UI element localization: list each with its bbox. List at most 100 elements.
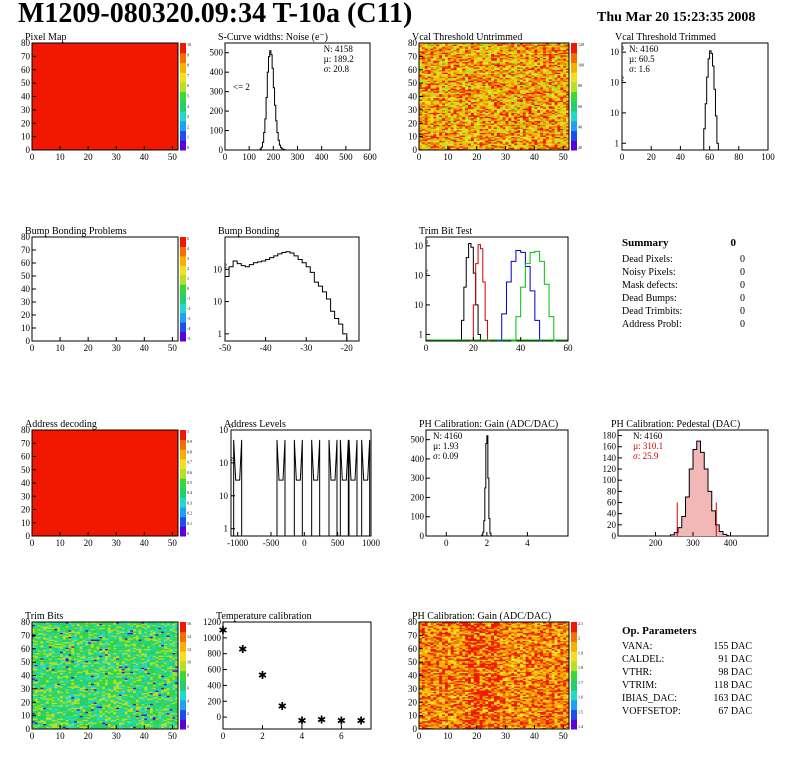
heatmap-cell <box>545 91 550 93</box>
heatmap-cell <box>43 660 47 663</box>
heatmap-cell <box>508 51 512 53</box>
heatmap-cell <box>499 129 503 132</box>
heatmap-cell <box>508 145 512 148</box>
heatmap-cell <box>444 148 449 151</box>
heatmap-cell <box>439 127 443 129</box>
heatmap-cell <box>479 115 483 117</box>
heatmap-cell <box>459 117 463 120</box>
heatmap-cell <box>430 117 434 120</box>
heatmap-cell <box>534 121 538 124</box>
heatmap-cell <box>534 60 538 63</box>
heatmap-cell <box>491 83 495 85</box>
heatmap-cell <box>511 56 515 59</box>
heatmap-cell <box>543 139 547 141</box>
heatmap-cell <box>551 97 555 100</box>
heatmap-cell <box>494 93 498 96</box>
heatmap-cell <box>427 45 431 48</box>
heatmap-cell <box>548 72 552 75</box>
heatmap-cell <box>543 148 547 151</box>
heatmap-cell <box>528 44 532 46</box>
heatmap-cell <box>540 69 544 72</box>
heatmap-cell <box>470 113 475 116</box>
heatmap-cell <box>534 103 538 105</box>
heatmap-cell <box>508 45 512 48</box>
heatmap-cell <box>470 45 475 48</box>
heatmap-cell <box>525 101 529 104</box>
heatmap-cell <box>488 119 492 121</box>
heatmap-cell <box>499 97 503 100</box>
heatmap-cell <box>551 87 555 89</box>
heatmap-cell <box>563 127 567 129</box>
heatmap-cell <box>479 57 483 60</box>
heatmap-cell <box>566 79 570 81</box>
heatmap-cell <box>525 131 529 133</box>
heatmap-cell <box>551 80 555 83</box>
heatmap-cell <box>491 119 495 121</box>
x-tick-label: -30 <box>300 343 312 353</box>
heatmap-cell <box>499 116 503 119</box>
heatmap-cell <box>482 143 486 145</box>
heatmap-cell <box>456 65 460 68</box>
heatmap-cell <box>456 96 460 99</box>
heatmap-cell <box>468 87 472 89</box>
histogram-series <box>470 244 490 342</box>
heatmap-cell <box>444 99 449 101</box>
heatmap-cell <box>528 127 532 129</box>
heatmap-cell <box>476 103 480 105</box>
heatmap-cell <box>421 80 426 83</box>
heatmap-cell <box>488 77 492 80</box>
heatmap-cell <box>456 87 460 89</box>
heatmap-cell <box>545 141 550 144</box>
heatmap-cell <box>545 63 550 65</box>
heatmap-cell <box>494 104 498 107</box>
heatmap-cell <box>496 57 501 60</box>
heatmap-cell <box>531 77 535 80</box>
heatmap-cell <box>482 51 486 53</box>
heatmap-cell <box>563 124 567 127</box>
heatmap-cell <box>439 67 443 69</box>
heatmap-cell <box>465 145 469 148</box>
heatmap-cell <box>436 73 440 76</box>
heatmap-cell <box>534 43 538 45</box>
heatmap-cell <box>525 104 529 107</box>
heatmap-cell <box>456 133 460 136</box>
heatmap-cell <box>450 60 454 63</box>
heatmap-cell <box>511 45 515 48</box>
heatmap-cell <box>496 101 501 104</box>
heatmap-cell <box>476 57 480 60</box>
heatmap-cell <box>43 683 47 686</box>
heatmap-cell <box>424 112 428 115</box>
heatmap-cell <box>563 131 567 133</box>
heatmap-cell <box>528 91 532 93</box>
x-tick-label: 10 <box>443 152 453 162</box>
heatmap-cell <box>436 124 440 127</box>
heatmap-cell <box>525 67 529 69</box>
heatmap-cell <box>543 143 547 145</box>
heatmap-cell <box>444 73 449 76</box>
heatmap-cell <box>543 55 547 57</box>
heatmap-cell <box>563 75 567 77</box>
heatmap-cell <box>496 45 501 48</box>
heatmap-cell <box>436 105 440 108</box>
heatmap-cell <box>476 136 480 139</box>
heatmap-cell <box>505 75 509 77</box>
x-tick-label: 50 <box>168 152 178 162</box>
heatmap-cell <box>496 121 501 124</box>
heatmap-cell <box>540 76 544 79</box>
heatmap-cell <box>543 147 547 149</box>
heatmap-cell <box>566 43 570 45</box>
heatmap-cell <box>522 92 527 95</box>
heatmap-cell <box>43 707 47 710</box>
heatmap-cell <box>430 89 434 92</box>
heatmap-cell <box>43 699 47 702</box>
heatmap-cell <box>563 147 567 149</box>
heatmap-cell <box>444 144 449 147</box>
heatmap-cell <box>563 91 567 93</box>
heatmap-cell <box>531 61 535 64</box>
heatmap-cell <box>551 128 555 131</box>
heatmap-cell <box>537 115 541 117</box>
heatmap-cell <box>548 143 552 145</box>
heatmap-cell <box>505 85 509 88</box>
heatmap-cell <box>479 143 483 145</box>
heatmap-cell <box>465 69 469 72</box>
